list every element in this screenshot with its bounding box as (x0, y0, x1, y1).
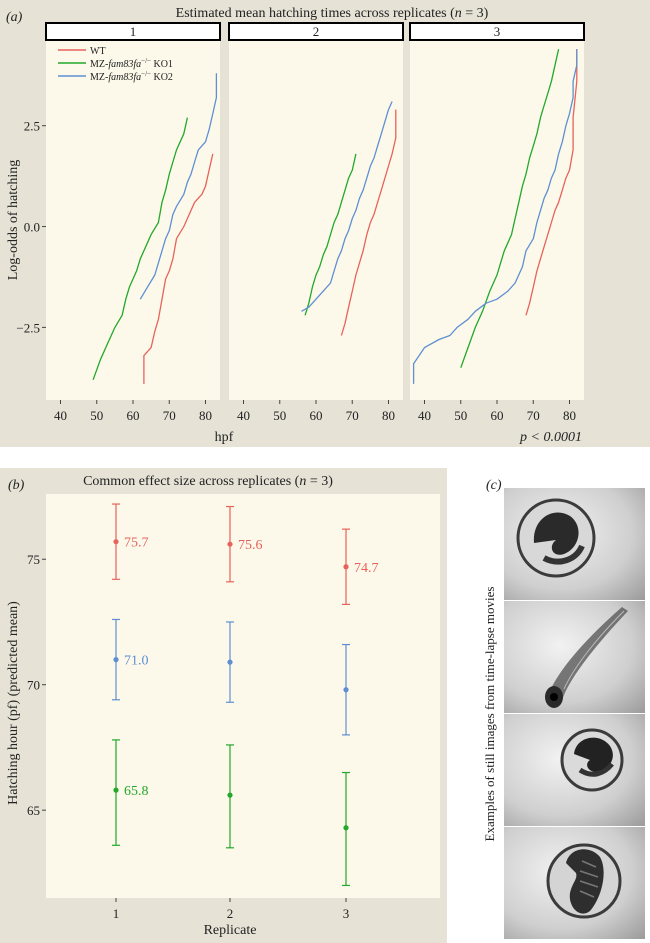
data-label: 74.7 (354, 561, 379, 576)
series-line-mz-fam83fa-ko2 (139, 73, 218, 300)
facet-strip-label: 2 (313, 24, 320, 39)
series-line-wt (525, 49, 578, 316)
estimate-mz-fam83fa-ko2: 71.0 (112, 618, 149, 701)
point-estimate (227, 541, 233, 547)
x-tick-label: 80 (199, 408, 212, 423)
point-estimate (227, 659, 233, 665)
still-image-embryo-in-chorion-3 (504, 827, 645, 939)
estimate-wt: 75.7 (112, 503, 149, 580)
x-tick-label: 50 (273, 408, 286, 423)
x-tick-label: 80 (382, 408, 395, 423)
x-tick-label: 40 (54, 408, 67, 423)
x-tick-label: 1 (113, 906, 120, 921)
estimate-mz-fam83fa-ko2 (342, 643, 350, 736)
facet-strip (409, 22, 585, 41)
y-tick-label: 75 (27, 552, 40, 567)
estimate-wt: 74.7 (342, 528, 379, 606)
panel-a-y-axis-label: Log-odds of hatching (6, 160, 21, 281)
x-tick-label: 3 (343, 906, 350, 921)
facet-plot-area (229, 41, 403, 400)
facet-strip (45, 22, 221, 41)
still-image-embryo-in-chorion-1 (504, 488, 645, 600)
panel-a-x-axis-label: hpf (215, 430, 234, 445)
y-tick-label: −2.5 (16, 320, 40, 335)
data-label: 75.7 (124, 536, 149, 551)
panel-b-title: Common effect size across replicates (n … (83, 474, 333, 489)
x-tick-label: 50 (454, 408, 467, 423)
series-line-mz-fam83fa-ko2 (301, 101, 393, 312)
data-label: 71.0 (124, 654, 149, 669)
x-tick-label: 40 (237, 408, 250, 423)
series-line-wt (143, 153, 214, 384)
facet-3: 3 40 50 60 70 80 (409, 22, 585, 423)
panel-b-y-axis-label: Hatching hour (pf) (predicted mean) (6, 601, 21, 805)
legend-label: WT (90, 46, 106, 57)
estimate-wt: 75.6 (226, 505, 263, 583)
estimate-mz-fam83fa-ko2 (226, 621, 234, 703)
legend-entry: MZ-fam83fa−/− KO1 (58, 57, 173, 70)
series-line-mz-fam83fa-ko1 (304, 153, 357, 316)
series-line-mz-fam83fa-ko1 (460, 48, 560, 368)
facet-strip (228, 22, 404, 41)
x-tick-label: 40 (418, 408, 431, 423)
point-estimate (113, 539, 119, 545)
panel-c-still-images (504, 488, 645, 940)
legend-entry: MZ-fam83fa−/− KO2 (58, 70, 173, 83)
still-image-embryo-in-chorion-2 (504, 714, 645, 826)
facet-plot-area (410, 41, 584, 400)
panel-b-label: (b) (8, 478, 25, 493)
facet-strip-label: 1 (130, 24, 137, 39)
legend-label: MZ-fam83fa−/− KO2 (90, 70, 173, 83)
x-tick-label: 2 (227, 906, 234, 921)
point-estimate (227, 792, 233, 798)
point-estimate (343, 564, 349, 570)
x-tick-label: 60 (127, 408, 140, 423)
facet-strip-label: 3 (494, 24, 501, 39)
point-estimate (343, 825, 349, 831)
y-tick-label: 70 (27, 678, 40, 693)
y-tick-label: 2.5 (24, 119, 40, 134)
panel-b-axes: 65 70 75 1 2 3 (27, 552, 349, 921)
series-line-mz-fam83fa-ko1 (92, 117, 189, 381)
x-tick-label: 50 (90, 408, 103, 423)
x-tick-label: 80 (563, 408, 576, 423)
x-tick-label: 70 (346, 408, 359, 423)
legend-entry: WT (58, 46, 106, 57)
data-label: 65.8 (124, 784, 149, 799)
y-tick-label: 0.0 (24, 220, 40, 235)
panel-b-marks: 75.7 75.6 74.7 71.0 65.8 (112, 503, 379, 887)
y-tick-label: 65 (27, 803, 40, 818)
estimate-mz-fam83fa-ko1 (342, 771, 350, 887)
panel-a-title: Estimated mean hatching times across rep… (176, 6, 489, 21)
legend-label: MZ-fam83fa−/− KO1 (90, 57, 173, 70)
estimate-mz-fam83fa-ko1: 65.8 (112, 739, 149, 846)
estimate-mz-fam83fa-ko1 (226, 744, 234, 849)
x-tick-label: 60 (310, 408, 323, 423)
data-label: 75.6 (238, 538, 263, 553)
series-line-wt (340, 109, 397, 336)
panel-b-x-axis-label: Replicate (204, 923, 257, 938)
still-image-hatched-larva (504, 601, 645, 713)
panel-a-y-ticks: −2.5 0.0 2.5 (16, 119, 46, 335)
point-estimate (113, 787, 119, 793)
panel-a-p-value: p < 0.0001 (519, 430, 582, 445)
facet-1: 1 40 50 60 70 80 (45, 22, 221, 423)
point-estimate (113, 657, 119, 663)
x-tick-label: 60 (491, 408, 504, 423)
panel-a-facets: 1 40 50 60 70 80 2 40 50 60 70 80 3 40 50 60 70 80 (45, 22, 585, 423)
x-tick-label: 70 (163, 408, 176, 423)
panel-c-label: (c) (486, 478, 502, 493)
point-estimate (343, 687, 349, 693)
facet-2: 2 40 50 60 70 80 (228, 22, 404, 423)
series-line-mz-fam83fa-ko2 (412, 49, 578, 384)
facet-plot-area (46, 41, 220, 400)
panel-a-label: (a) (6, 10, 23, 25)
panel-b-plot-area (46, 494, 440, 898)
x-tick-label: 70 (527, 408, 540, 423)
panel-c-side-label: Examples of still images from time-lapse… (482, 587, 497, 842)
